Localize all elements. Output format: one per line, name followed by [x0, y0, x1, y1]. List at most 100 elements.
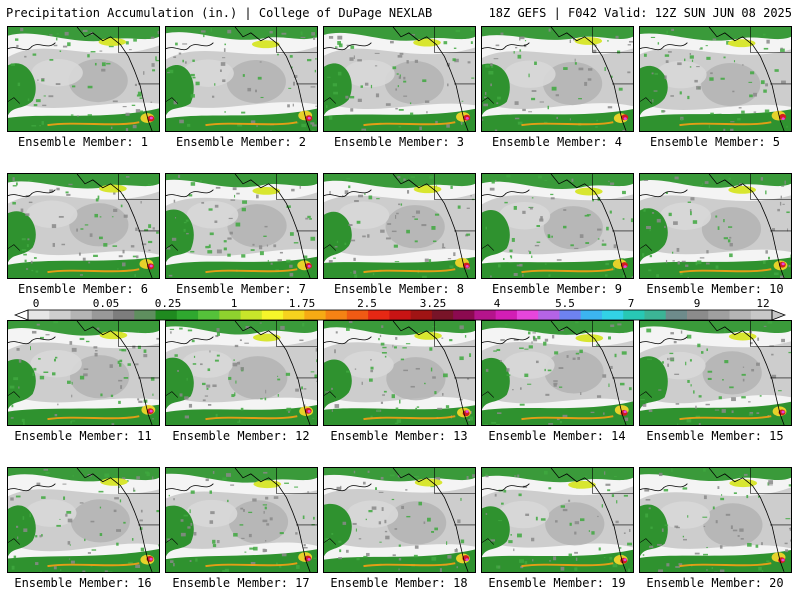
ensemble-map-panel: [323, 26, 476, 132]
ensemble-member-label: Ensemble Member: 18: [330, 576, 468, 590]
colorbar-tick-label: 7: [627, 297, 635, 310]
precipitation-map: [166, 27, 317, 131]
precipitation-map: [8, 321, 159, 425]
precipitation-map: [482, 468, 633, 572]
ensemble-map-panel: [481, 320, 634, 426]
colorbar-swatch: [49, 310, 72, 320]
colorbar-tick-label: 2.5: [357, 297, 377, 310]
colorbar-swatch: [155, 310, 178, 320]
colorbar-right-arrow: [771, 309, 786, 321]
ensemble-member-label: Ensemble Member: 9: [491, 282, 623, 296]
ensemble-map-panel: [165, 173, 318, 279]
colorbar-swatch: [219, 310, 242, 320]
colorbar-swatch: [729, 310, 752, 320]
ensemble-map-panel: [7, 173, 160, 279]
colorbar-swatch: [516, 310, 539, 320]
precipitation-map: [640, 321, 791, 425]
colorbar-swatch: [665, 310, 688, 320]
colorbar-swatch: [28, 310, 50, 320]
precipitation-map: [166, 468, 317, 572]
ensemble-member-label: Ensemble Member: 7: [175, 282, 307, 296]
colorbar-swatch: [580, 310, 603, 320]
precipitation-map: [8, 174, 159, 278]
colorbar-tick-label: 0.25: [154, 297, 182, 310]
colorbar-tick-label: 0: [32, 297, 40, 310]
colorbar-tick-label: 4: [493, 297, 501, 310]
ensemble-member-label: Ensemble Member: 16: [14, 576, 152, 590]
colorbar-swatch: [623, 310, 645, 320]
ensemble-map-panel: [323, 467, 476, 573]
ensemble-member-label: Ensemble Member: 8: [333, 282, 465, 296]
colorbar-swatch: [70, 310, 93, 320]
colorbar-swatch: [198, 310, 220, 320]
ensemble-map-panel: [323, 320, 476, 426]
colorbar-swatch: [368, 310, 390, 320]
colorbar-swatch: [91, 310, 114, 320]
precipitation-map: [482, 321, 633, 425]
ensemble-map-panel: [7, 320, 160, 426]
ensemble-member-label: Ensemble Member: 2: [175, 135, 307, 149]
colorbar-swatch: [304, 310, 327, 320]
colorbar-swatch: [538, 310, 560, 320]
ensemble-member-label: Ensemble Member: 6: [17, 282, 149, 296]
colorbar-swatch: [113, 310, 135, 320]
colorbar-swatch: [495, 310, 518, 320]
ensemble-map-panel: [639, 467, 792, 573]
colorbar-tick-label: 9: [693, 297, 701, 310]
ensemble-member-label: Ensemble Member: 15: [646, 429, 784, 443]
ensemble-map-panel: [165, 26, 318, 132]
colorbar-swatch: [261, 310, 284, 320]
precipitation-map: [324, 468, 475, 572]
ensemble-member-label: Ensemble Member: 11: [14, 429, 152, 443]
ensemble-map-panel: [165, 320, 318, 426]
precipitation-map: [8, 27, 159, 131]
precipitation-map: [482, 174, 633, 278]
ensemble-member-label: Ensemble Member: 19: [488, 576, 626, 590]
ensemble-map-panel: [639, 26, 792, 132]
ensemble-member-label: Ensemble Member: 12: [172, 429, 310, 443]
colorbar-swatch: [240, 310, 263, 320]
ensemble-member-label: Ensemble Member: 13: [330, 429, 468, 443]
colorbar-swatch: [134, 310, 157, 320]
ensemble-map-panel: [7, 26, 160, 132]
ensemble-map-panel: [639, 320, 792, 426]
precipitation-map: [324, 174, 475, 278]
ensemble-map-panel: [165, 467, 318, 573]
ensemble-map-panel: [7, 467, 160, 573]
ensemble-member-label: Ensemble Member: 20: [646, 576, 784, 590]
colorbar-swatch: [346, 310, 369, 320]
precipitation-map: [166, 321, 317, 425]
precipitation-map: [640, 468, 791, 572]
colorbar-tick-label: 0.05: [92, 297, 120, 310]
colorbar-swatch: [708, 310, 730, 320]
colorbar-swatch: [686, 310, 709, 320]
ensemble-member-label: Ensemble Member: 10: [646, 282, 784, 296]
ensemble-member-label: Ensemble Member: 5: [649, 135, 781, 149]
ensemble-map-panel: [481, 26, 634, 132]
precipitation-map: [640, 174, 791, 278]
precipitation-map: [324, 321, 475, 425]
precipitation-map: [640, 27, 791, 131]
ensemble-map-panel: [481, 173, 634, 279]
colorbar-tick-label: 5.5: [555, 297, 575, 310]
colorbar-tick-label: 12: [756, 297, 770, 310]
colorbar-swatch: [559, 310, 582, 320]
colorbar-tick-labels: 0 0.05 0.25 1 1.75 2.5 3.25 4 5.5 7 9 12: [0, 297, 800, 310]
ensemble-map-panel: [481, 467, 634, 573]
ensemble-member-label: Ensemble Member: 1: [17, 135, 149, 149]
run-valid-time: 18Z GEFS | F042 Valid: 12Z SUN JUN 08 20…: [488, 6, 792, 20]
colorbar-swatch: [750, 310, 773, 320]
ensemble-member-label: Ensemble Member: 14: [488, 429, 626, 443]
colorbar-swatch: [474, 310, 497, 320]
colorbar-swatch: [601, 310, 624, 320]
ensemble-member-label: Ensemble Member: 17: [172, 576, 310, 590]
colorbar-swatch: [453, 310, 475, 320]
precipitation-colorbar: [14, 309, 786, 321]
precipitation-map: [482, 27, 633, 131]
colorbar-outline: [27, 309, 773, 321]
colorbar-tick-label: 1.75: [288, 297, 316, 310]
ensemble-map-panel: [323, 173, 476, 279]
precipitation-map: [8, 468, 159, 572]
colorbar-swatch: [283, 310, 305, 320]
colorbar-swatch: [389, 310, 412, 320]
